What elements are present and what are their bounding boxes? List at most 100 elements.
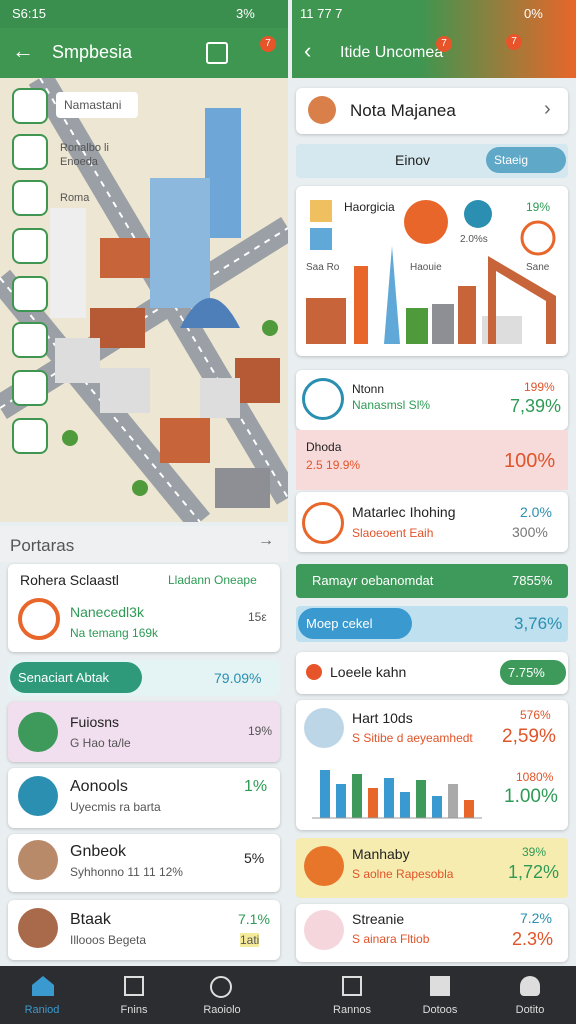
row-subtitle: Nanasmsl Sl% bbox=[352, 398, 431, 412]
row-icon bbox=[302, 378, 344, 420]
illustration-title: Haorgicia bbox=[344, 200, 395, 214]
map-label: Ronalbo li bbox=[60, 142, 109, 154]
map-tool[interactable] bbox=[12, 276, 48, 312]
header bbox=[0, 28, 288, 78]
map-tool[interactable] bbox=[12, 418, 48, 454]
shape bbox=[180, 298, 240, 328]
section-bar bbox=[0, 526, 288, 562]
search-icon bbox=[308, 96, 336, 124]
row-value: 2.3% bbox=[512, 929, 554, 949]
row-title: Loeele kahn bbox=[330, 664, 407, 680]
card-icon bbox=[18, 598, 60, 640]
shape bbox=[62, 430, 78, 446]
nav-item[interactable]: Dotito bbox=[515, 1004, 545, 1016]
card-link[interactable]: Lladann Oneape bbox=[168, 573, 257, 587]
row-title: Manhaby bbox=[352, 846, 410, 862]
shape bbox=[50, 208, 86, 318]
row-title: Ntonn bbox=[352, 382, 385, 396]
list-note: 1ati bbox=[240, 933, 260, 947]
back-button[interactable]: ‹ bbox=[304, 38, 312, 63]
illustration-label: Saa Ro bbox=[306, 262, 340, 273]
list-title: Aonools bbox=[70, 778, 128, 795]
map-tool[interactable] bbox=[12, 370, 48, 406]
shape bbox=[404, 200, 448, 244]
row-subtitle: Slaoeoent Eaih bbox=[352, 526, 434, 540]
back-button[interactable]: ← bbox=[12, 38, 34, 63]
shape bbox=[520, 220, 556, 256]
search-card[interactable] bbox=[296, 88, 568, 134]
green-bar bbox=[296, 564, 568, 598]
map-label: Namastani bbox=[56, 92, 138, 118]
shape bbox=[458, 286, 476, 344]
nav-item[interactable]: Dotoos bbox=[422, 1004, 458, 1016]
shape bbox=[354, 266, 368, 344]
nav-icon bbox=[342, 976, 362, 996]
row-value: 300% bbox=[512, 524, 548, 540]
status-battery: 0% bbox=[524, 6, 543, 21]
shape bbox=[400, 792, 410, 818]
section-arrow[interactable]: → bbox=[258, 532, 274, 549]
shape bbox=[100, 368, 150, 413]
list-title: Gnbeok bbox=[70, 843, 127, 860]
row-top: 199% bbox=[524, 380, 555, 394]
chevron: › bbox=[544, 98, 551, 120]
bottom-nav bbox=[0, 966, 576, 1024]
map bbox=[0, 78, 288, 522]
blue-pill[interactable]: Moep cekel bbox=[298, 608, 412, 639]
map-tool[interactable] bbox=[12, 180, 48, 216]
item-title: Nanecedl3k bbox=[70, 604, 144, 620]
tab-pill[interactable]: Senaciart Abtak bbox=[10, 662, 142, 693]
row-value: 7,39% bbox=[510, 396, 562, 416]
list-subtitle: G Hao ta/le bbox=[70, 736, 131, 750]
map-label: Enoeda bbox=[60, 156, 98, 168]
status-bar bbox=[292, 0, 576, 78]
shape bbox=[406, 308, 428, 344]
header-title: Itide Uncomea bbox=[340, 44, 444, 61]
row-top: 2.0% bbox=[520, 504, 552, 520]
nav-icon bbox=[520, 976, 540, 996]
map-tool[interactable] bbox=[12, 322, 48, 358]
nav-icon bbox=[210, 976, 232, 998]
list-icon bbox=[18, 776, 58, 816]
item-subtitle: Na temang 169k bbox=[70, 626, 159, 640]
filter-pill[interactable]: Staeig bbox=[486, 147, 566, 173]
nav-icon bbox=[430, 976, 450, 996]
shape bbox=[336, 784, 346, 818]
list-icon bbox=[18, 840, 58, 880]
nav-item[interactable]: Fnins bbox=[120, 1004, 148, 1016]
shape bbox=[100, 238, 150, 278]
shape bbox=[205, 108, 241, 238]
nav-icon bbox=[124, 976, 144, 996]
row-top: 7.2% bbox=[520, 910, 552, 926]
nav-item[interactable]: Raoiolo bbox=[203, 1004, 241, 1016]
map-tool[interactable] bbox=[12, 88, 48, 124]
shape bbox=[488, 256, 556, 344]
shape bbox=[200, 378, 240, 418]
shape bbox=[310, 200, 332, 222]
row-title: Streanie bbox=[352, 911, 405, 927]
map-tool[interactable] bbox=[12, 228, 48, 264]
row-subtitle: S aolne Rapesobla bbox=[352, 867, 454, 881]
section-title: Portaras bbox=[10, 536, 75, 555]
share-icon[interactable] bbox=[206, 42, 228, 64]
nav-item[interactable]: Rannos bbox=[333, 1004, 371, 1016]
list-subtitle: Syhhonno 11 11 12% bbox=[70, 865, 183, 879]
shape bbox=[432, 304, 454, 344]
list-value: 7.1% bbox=[238, 911, 270, 927]
row-icon bbox=[306, 664, 322, 680]
status-battery: 3% bbox=[236, 6, 255, 21]
shape bbox=[416, 780, 426, 818]
list-icon bbox=[18, 908, 58, 948]
map-tool[interactable] bbox=[12, 134, 48, 170]
shape bbox=[352, 774, 362, 818]
illustration-label: Haouie bbox=[410, 262, 442, 273]
row-subtitle: S ainara Fltiob bbox=[352, 932, 430, 946]
shape bbox=[368, 788, 378, 818]
mini-chart bbox=[312, 770, 482, 819]
chart-value: 1.00% bbox=[504, 786, 558, 807]
nav-item[interactable]: Raniod bbox=[24, 1004, 60, 1016]
item-value: 15ε bbox=[248, 610, 267, 624]
nav-icon bbox=[32, 976, 54, 996]
shape bbox=[464, 800, 474, 818]
shape bbox=[310, 228, 332, 250]
